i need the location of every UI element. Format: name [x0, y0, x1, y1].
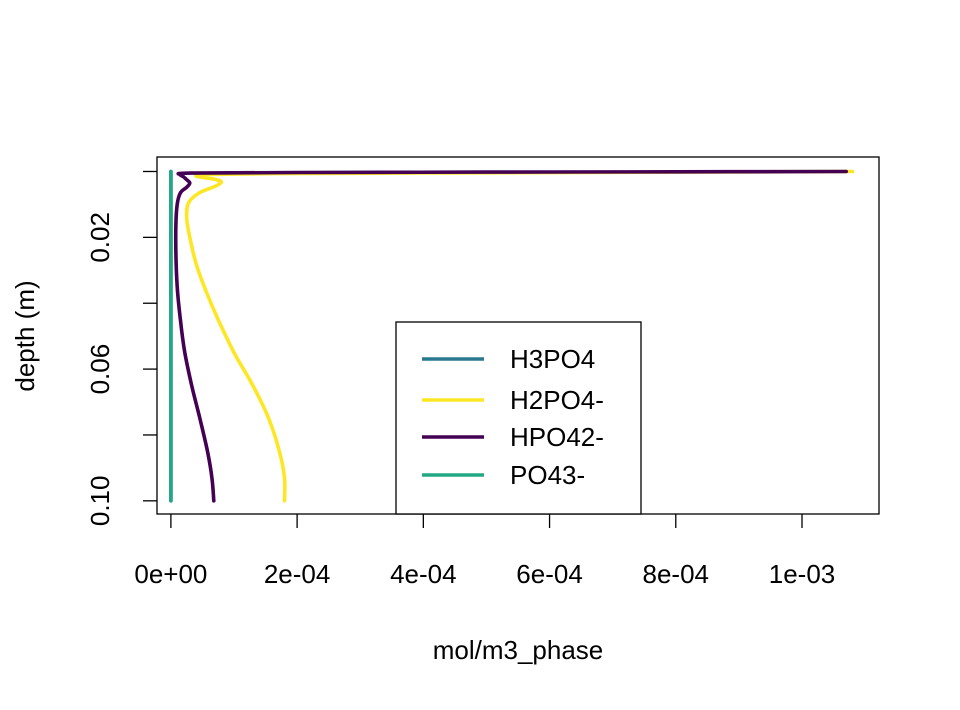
series-layer	[169, 169, 855, 503]
legend-label: H3PO4	[510, 344, 595, 374]
x-tick-label: 8e-04	[643, 559, 710, 589]
legend: H3PO4 H2PO4- HPO42- PO43-	[395, 321, 642, 515]
y-tick-label: 0.02	[85, 212, 115, 263]
y-axis-label: depth (m)	[10, 280, 40, 391]
y-tick-label: 0.10	[85, 476, 115, 527]
x-tick-label: 0e+00	[134, 559, 207, 589]
y-axis: 0.02 0.06 0.10	[85, 170, 157, 527]
legend-box	[395, 321, 642, 515]
legend-label: H2PO4-	[510, 385, 604, 415]
x-tick-label: 2e-04	[264, 559, 331, 589]
y-tick-label: 0.06	[85, 344, 115, 395]
legend-label: HPO42-	[510, 422, 604, 452]
x-axis: 0e+00 2e-04 4e-04 6e-04 8e-04 1e-03	[134, 514, 835, 589]
x-tick-label: 1e-03	[769, 559, 836, 589]
x-axis-label: mol/m3_phase	[433, 635, 604, 665]
x-tick-label: 4e-04	[390, 559, 457, 589]
legend-label: PO43-	[510, 460, 585, 490]
series-line-HPO42-	[173, 169, 848, 503]
x-tick-label: 6e-04	[516, 559, 583, 589]
